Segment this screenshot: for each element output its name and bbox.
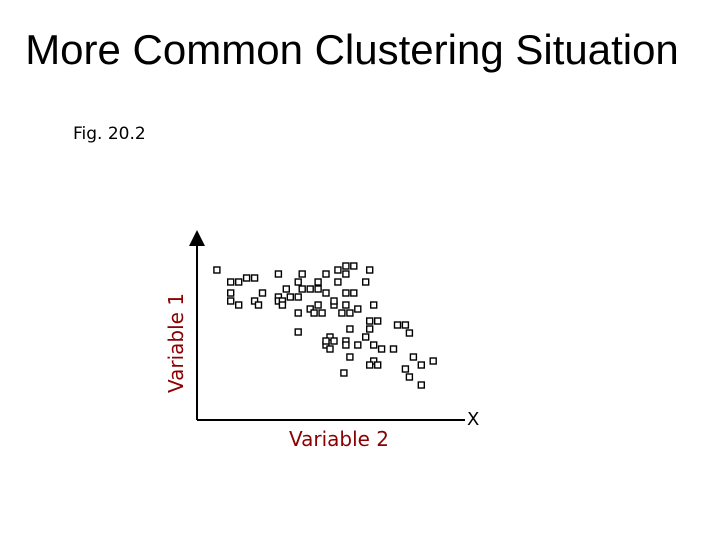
data-point [294,328,302,336]
data-point [374,361,382,369]
data-point [401,321,410,329]
data-point [298,270,306,278]
slide-title: More Common Clustering Situation [25,26,679,73]
data-point [250,274,259,282]
data-point [226,278,235,286]
data-point [342,270,350,278]
data-point [374,317,382,325]
data-point [346,325,354,333]
data-point [342,301,350,309]
x-axis-end-label: X [467,409,479,430]
data-point [362,278,370,286]
data-point [234,278,243,286]
data-point [322,337,330,345]
data-point [340,369,348,377]
data-point [326,333,334,341]
data-point [350,262,358,270]
data-point [362,333,370,341]
data-point [306,285,314,293]
data-point [278,301,287,309]
data-point [401,365,410,373]
data-point [318,309,326,317]
data-point [334,266,342,274]
data-point [334,278,342,286]
data-point [370,357,378,365]
data-point [286,293,294,301]
data-point [294,278,302,286]
data-point [294,309,302,317]
data-point [330,337,338,345]
data-point [226,297,235,305]
data-point [314,285,322,293]
data-point [310,309,318,317]
data-point [366,317,374,325]
data-point [389,345,398,353]
data-point [342,289,350,297]
data-point [346,353,354,361]
data-point [282,285,290,293]
data-point [322,270,330,278]
data-point [314,278,322,286]
data-point [306,305,314,313]
data-points [213,262,437,389]
data-point [326,345,334,353]
data-point [322,289,330,297]
data-point [354,341,362,349]
data-point [274,270,283,278]
data-point [409,353,418,361]
data-point [314,301,322,309]
data-point [298,285,306,293]
data-point [370,341,378,349]
data-point [242,274,251,282]
data-point [294,293,302,301]
data-point [354,305,362,313]
data-point [429,357,437,365]
data-point [258,289,267,297]
data-point [346,309,354,317]
data-point [213,266,221,274]
data-point [417,381,425,389]
data-point [342,341,350,349]
data-point [366,266,374,274]
x-axis-label: Variable 2 [289,427,389,451]
data-point [370,301,378,309]
data-point [393,321,402,329]
data-point [234,301,243,309]
data-point [405,329,414,337]
data-point [405,373,414,381]
data-point [330,297,338,305]
figure-label: Fig. 20.2 [73,124,146,144]
data-point [226,289,235,297]
data-point [254,301,263,309]
data-point [338,309,346,317]
data-point [417,361,425,369]
data-point [350,289,358,297]
data-point [366,325,374,333]
data-point [250,297,259,305]
y-axis-label: Variable 1 [164,293,188,393]
data-point [342,262,350,270]
data-point [377,345,386,353]
data-point [366,361,374,369]
